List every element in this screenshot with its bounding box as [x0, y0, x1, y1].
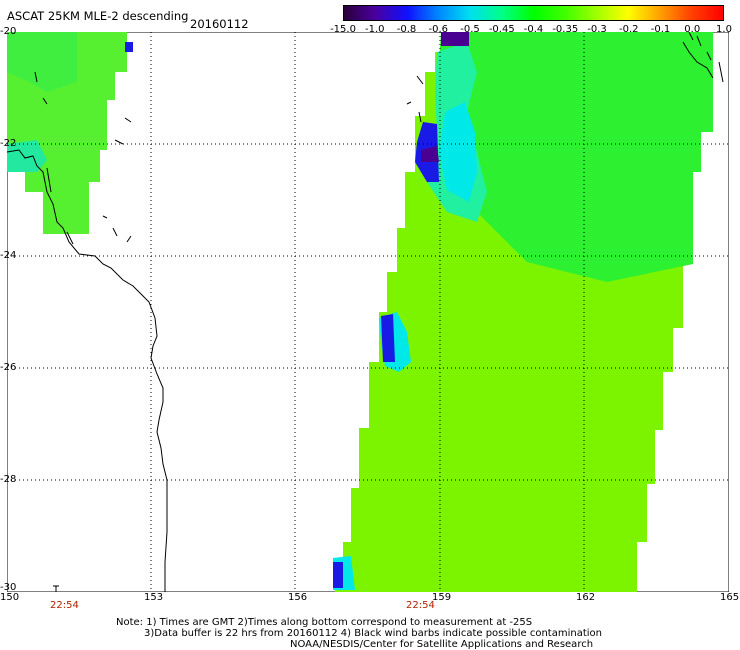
time-label: 22:54 — [50, 600, 79, 611]
right-swath-violet — [421, 146, 439, 162]
colorbar-tick-label: -0.6 — [428, 24, 449, 35]
note-line-1: Note: 1) Times are GMT 2)Times along bot… — [116, 617, 533, 628]
note-line-2: 3)Data buffer is 22 hrs from 20160112 4)… — [144, 628, 602, 639]
left-swath-cyan — [7, 140, 47, 172]
colorbar-labels: -15.0 -1.0 -0.8 -0.6 -0.5 -0.45 -0.4 -0.35 -0.3-… — [330, 24, 740, 36]
lon-label: 156 — [288, 592, 308, 603]
colorbar-tick-label: -15.0 — [330, 24, 356, 35]
left-swath-green — [7, 32, 77, 92]
colorbar-tick-label: -0.4 — [523, 24, 544, 35]
lon-label: 165 — [720, 592, 740, 603]
lon-label: 162 — [576, 592, 596, 603]
map-marker — [53, 585, 59, 592]
right-swath-blue-2 — [381, 314, 395, 362]
note-line-3: NOAA/NESDIS/Center for Satellite Applica… — [290, 639, 594, 650]
right-swath-cyan — [439, 102, 477, 202]
colorbar-tick-label: -1.0 — [364, 24, 385, 35]
map-date: 20160112 — [190, 17, 249, 31]
colorbar-tick-label: -0.2 — [618, 24, 639, 35]
lon-label: 153 — [144, 592, 164, 603]
right-swath-green — [437, 32, 713, 282]
lat-label: -30 — [0, 582, 17, 593]
right-swath — [333, 32, 713, 592]
colorbar-gradient — [344, 6, 723, 20]
coastline-islands-right — [406, 32, 724, 123]
lat-label: -26 — [0, 362, 17, 373]
colorbar-tick-label: -0.45 — [488, 24, 515, 35]
colorbar — [343, 5, 724, 21]
wind-map — [7, 32, 729, 592]
colorbar-tick-label: -0.3 — [587, 24, 607, 35]
lat-label: -22 — [0, 138, 17, 149]
colorbar-tick-label: 1.0 — [716, 24, 732, 35]
coastline-australia — [7, 149, 168, 592]
right-swath-top-violet — [441, 32, 469, 46]
coastline-islands-left — [34, 71, 132, 245]
colorbar-tick-label: 0.0 — [684, 24, 701, 35]
colorbar-tick-label: -0.1 — [650, 24, 671, 35]
left-swath — [7, 32, 133, 234]
map-title: ASCAT 25KM MLE-2 descending — [7, 9, 189, 23]
colorbar-tick-label: -0.35 — [552, 24, 579, 35]
lon-label: 150 — [0, 592, 20, 603]
right-swath-blue-3 — [333, 562, 343, 588]
lat-label: -20 — [0, 26, 17, 37]
graticule — [7, 32, 729, 592]
lon-label: 159 — [432, 592, 452, 603]
left-swath-blue — [125, 42, 133, 52]
colorbar-tick-label: -0.5 — [460, 24, 480, 35]
time-label: 22:54 — [406, 600, 435, 611]
lat-label: -28 — [0, 474, 17, 485]
lat-label: -24 — [0, 250, 17, 261]
colorbar-tick-label: -0.8 — [396, 24, 417, 35]
